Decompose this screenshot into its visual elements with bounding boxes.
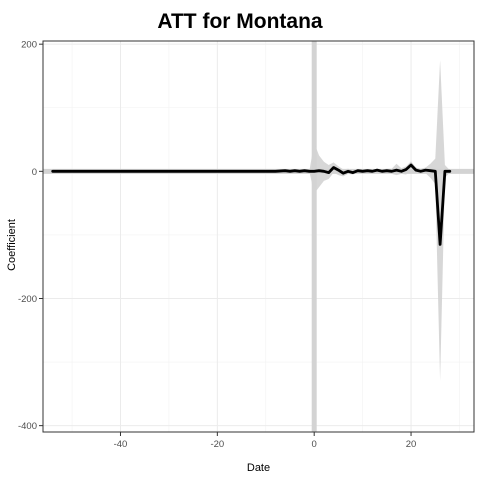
x-tick-label: 0 [312,439,317,450]
x-tick-label: -20 [210,439,224,450]
chart-title: ATT for Montana [157,10,323,33]
y-tick-label: 0 [32,167,37,178]
x-tick-label: 20 [406,439,417,450]
y-tick-label: -200 [18,294,37,305]
y-tick-label: -400 [18,421,37,432]
x-tick-label: -40 [114,439,128,450]
x-axis-label: Date [246,462,271,474]
series-line [51,163,452,246]
y-tick-label: 200 [21,40,37,51]
plot-border [42,40,475,433]
plot-panel [43,41,474,432]
y-axis-label: Coefficient [6,219,18,271]
